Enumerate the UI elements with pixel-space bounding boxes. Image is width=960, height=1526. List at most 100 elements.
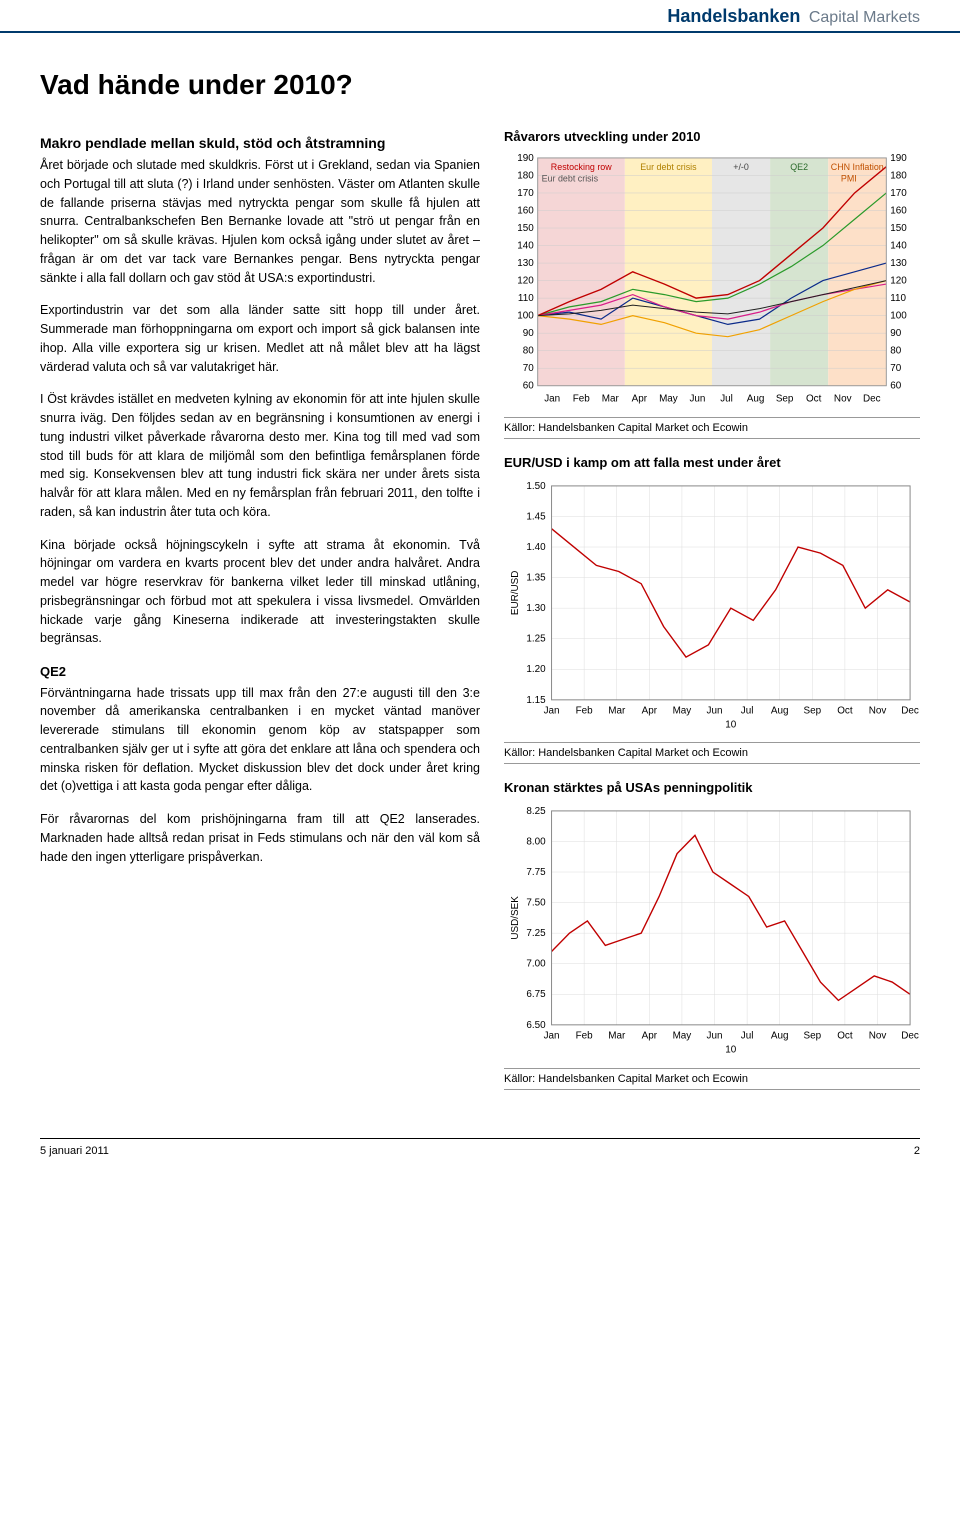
svg-text:160: 160 bbox=[890, 205, 907, 216]
chart-3-source: Källor: Handelsbanken Capital Market och… bbox=[504, 1068, 920, 1090]
paragraph-1: Året började och slutade med skuldkris. … bbox=[40, 156, 480, 287]
paragraph-3: I Öst krävdes istället en medveten kylni… bbox=[40, 390, 480, 521]
svg-text:80: 80 bbox=[890, 346, 902, 357]
paragraph-4: Kina började också höjningscykeln i syft… bbox=[40, 536, 480, 649]
svg-text:Jun: Jun bbox=[689, 394, 705, 405]
svg-text:180: 180 bbox=[517, 170, 534, 181]
svg-text:Eur debt crisis: Eur debt crisis bbox=[640, 162, 697, 172]
svg-text:1.50: 1.50 bbox=[526, 480, 546, 491]
svg-text:+/-0: +/-0 bbox=[733, 162, 749, 172]
svg-text:90: 90 bbox=[890, 328, 902, 339]
svg-text:CHN Inflation: CHN Inflation bbox=[831, 162, 884, 172]
svg-text:Oct: Oct bbox=[837, 705, 853, 716]
svg-text:Apr: Apr bbox=[642, 705, 658, 716]
svg-text:10: 10 bbox=[725, 1045, 737, 1056]
svg-text:Aug: Aug bbox=[747, 394, 765, 405]
svg-text:May: May bbox=[673, 1031, 692, 1042]
chart-3-title: Kronan stärktes på USAs penningpolitik bbox=[504, 780, 920, 795]
chart-1-block: Råvarors utveckling under 2010 606070708… bbox=[504, 129, 920, 439]
header-bar: Handelsbanken Capital Markets bbox=[0, 0, 960, 33]
svg-text:10: 10 bbox=[725, 719, 737, 730]
two-column-layout: Makro pendlade mellan skuld, stöd och åt… bbox=[40, 129, 920, 1106]
svg-text:Apr: Apr bbox=[642, 1031, 658, 1042]
paragraph-6: För råvarornas del kom prishöjningarna f… bbox=[40, 810, 480, 866]
qe2-heading: QE2 bbox=[40, 662, 480, 682]
chart-1-source: Källor: Handelsbanken Capital Market och… bbox=[504, 417, 920, 439]
svg-text:PMI: PMI bbox=[841, 174, 857, 184]
chart-2-source: Källor: Handelsbanken Capital Market och… bbox=[504, 742, 920, 764]
chart-2-title: EUR/USD i kamp om att falla mest under å… bbox=[504, 455, 920, 470]
svg-text:160: 160 bbox=[517, 205, 534, 216]
svg-text:150: 150 bbox=[517, 223, 534, 234]
svg-text:Jan: Jan bbox=[544, 705, 560, 716]
svg-text:Eur debt crisis: Eur debt crisis bbox=[542, 174, 599, 184]
chart-2-block: EUR/USD i kamp om att falla mest under å… bbox=[504, 455, 920, 765]
svg-text:Sep: Sep bbox=[804, 705, 822, 716]
svg-text:190: 190 bbox=[517, 153, 534, 164]
svg-text:Dec: Dec bbox=[901, 705, 919, 716]
svg-text:Dec: Dec bbox=[863, 394, 881, 405]
svg-text:170: 170 bbox=[517, 188, 534, 199]
svg-text:1.45: 1.45 bbox=[526, 511, 546, 522]
svg-text:110: 110 bbox=[518, 293, 534, 304]
svg-text:7.00: 7.00 bbox=[526, 959, 546, 970]
svg-text:6.50: 6.50 bbox=[526, 1020, 546, 1031]
svg-text:Jun: Jun bbox=[707, 705, 723, 716]
svg-text:Nov: Nov bbox=[834, 394, 852, 405]
brand-sub: Capital Markets bbox=[809, 9, 920, 26]
svg-text:Jul: Jul bbox=[741, 705, 754, 716]
svg-text:8.25: 8.25 bbox=[526, 806, 546, 817]
svg-text:7.75: 7.75 bbox=[526, 867, 546, 878]
svg-text:1.40: 1.40 bbox=[526, 542, 546, 553]
svg-text:Oct: Oct bbox=[837, 1031, 853, 1042]
svg-text:60: 60 bbox=[890, 381, 902, 392]
chart-3-svg: 6.506.757.007.257.507.758.008.25JanFebMa… bbox=[504, 801, 920, 1059]
svg-text:100: 100 bbox=[517, 311, 534, 322]
svg-text:Mar: Mar bbox=[608, 705, 626, 716]
svg-text:130: 130 bbox=[517, 258, 534, 269]
svg-text:USD/SEK: USD/SEK bbox=[510, 896, 521, 940]
chart-2-svg: 1.151.201.251.301.351.401.451.50JanFebMa… bbox=[504, 476, 920, 734]
chart-column: Råvarors utveckling under 2010 606070708… bbox=[504, 129, 920, 1106]
svg-text:70: 70 bbox=[890, 363, 902, 374]
svg-text:1.15: 1.15 bbox=[526, 694, 546, 705]
svg-text:Feb: Feb bbox=[576, 705, 594, 716]
svg-text:170: 170 bbox=[890, 188, 907, 199]
footer-page: 2 bbox=[914, 1145, 920, 1157]
paragraph-5: Förväntningarna hade trissats upp till m… bbox=[40, 684, 480, 797]
svg-text:7.50: 7.50 bbox=[526, 898, 546, 909]
brand-name: Handelsbanken bbox=[667, 6, 800, 26]
svg-text:Jun: Jun bbox=[707, 1031, 723, 1042]
svg-text:1.30: 1.30 bbox=[526, 603, 546, 614]
svg-text:Nov: Nov bbox=[869, 705, 887, 716]
svg-text:8.00: 8.00 bbox=[526, 836, 546, 847]
svg-text:150: 150 bbox=[890, 223, 907, 234]
svg-text:180: 180 bbox=[890, 170, 907, 181]
svg-text:Restocking row: Restocking row bbox=[551, 162, 612, 172]
svg-text:Feb: Feb bbox=[573, 394, 591, 405]
svg-text:120: 120 bbox=[517, 276, 534, 287]
svg-text:Dec: Dec bbox=[901, 1031, 919, 1042]
svg-text:70: 70 bbox=[523, 363, 535, 374]
page-body: Vad hände under 2010? Makro pendlade mel… bbox=[0, 33, 960, 1118]
svg-text:140: 140 bbox=[890, 241, 907, 252]
svg-text:100: 100 bbox=[890, 311, 907, 322]
svg-text:Sep: Sep bbox=[776, 394, 794, 405]
svg-text:Jul: Jul bbox=[720, 394, 733, 405]
svg-text:80: 80 bbox=[523, 346, 535, 357]
svg-text:120: 120 bbox=[890, 276, 907, 287]
svg-text:110: 110 bbox=[890, 293, 906, 304]
svg-text:Nov: Nov bbox=[869, 1031, 887, 1042]
paragraph-2: Exportindustrin var det som alla länder … bbox=[40, 301, 480, 376]
svg-text:Oct: Oct bbox=[806, 394, 822, 405]
page-title: Vad hände under 2010? bbox=[40, 69, 920, 101]
svg-text:1.25: 1.25 bbox=[526, 633, 546, 644]
svg-text:1.35: 1.35 bbox=[526, 572, 546, 583]
svg-text:Sep: Sep bbox=[804, 1031, 822, 1042]
svg-text:May: May bbox=[673, 705, 692, 716]
svg-text:190: 190 bbox=[890, 153, 907, 164]
footer-date: 5 januari 2011 bbox=[40, 1145, 109, 1157]
chart-1-title: Råvarors utveckling under 2010 bbox=[504, 129, 920, 144]
svg-text:90: 90 bbox=[523, 328, 535, 339]
svg-text:130: 130 bbox=[890, 258, 907, 269]
